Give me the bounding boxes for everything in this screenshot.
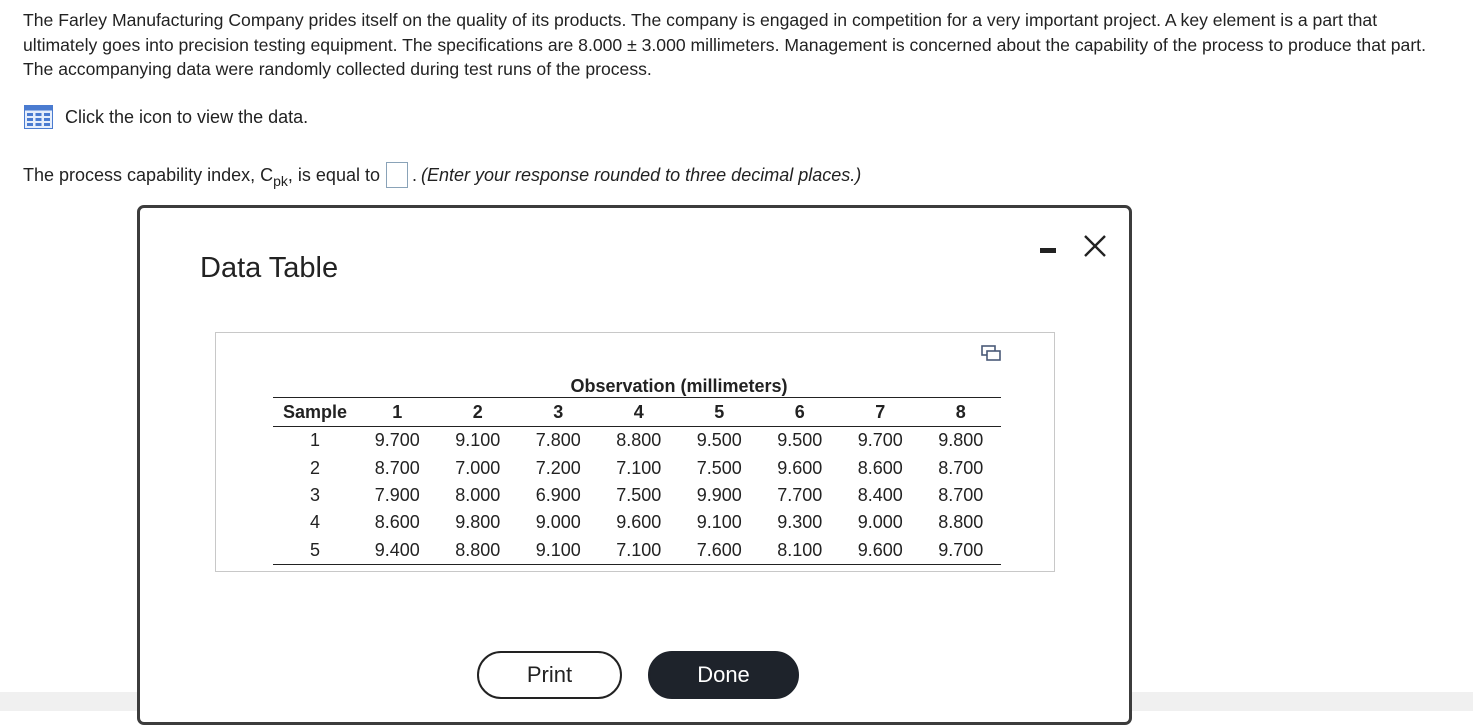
observation-cell: 9.000: [535, 512, 581, 533]
observation-cell: 9.700: [374, 430, 420, 451]
answer-prefix: The process capability index, C: [23, 164, 274, 185]
observation-cell: 9.600: [777, 457, 823, 478]
answer-suffix: , is equal to: [287, 164, 380, 185]
observation-cell: 7.100: [598, 536, 679, 565]
observation-cell: 7.900: [374, 484, 420, 505]
observation-cell: 8.800: [616, 430, 662, 451]
table-row: 5 9.400 8.800 9.100 7.100 7.600 8.100 9.600 9.70…: [273, 536, 1001, 565]
group-header-spacer: [273, 369, 357, 398]
observation-cell: 7.200: [535, 457, 581, 478]
observation-cell: 9.100: [455, 430, 501, 451]
observation-cell: 8.800: [938, 512, 984, 533]
table-grid-icon[interactable]: [24, 105, 53, 129]
column-header-observation: 8: [920, 397, 1001, 427]
column-header-observation: 5: [679, 397, 760, 427]
column-header-observation: 6: [759, 397, 840, 427]
dialog-title: Data Table: [200, 252, 339, 284]
column-header-observation: 1: [357, 397, 438, 427]
observation-cell: 9.000: [857, 512, 903, 533]
observation-cell: 8.000: [455, 484, 501, 505]
column-header-observation: 7: [840, 397, 921, 427]
sample-number-cell: 1: [309, 430, 320, 451]
column-header-observation: 4: [598, 397, 679, 427]
observation-cell: 6.900: [535, 484, 581, 505]
observation-cell: 8.700: [374, 457, 420, 478]
copy-icon[interactable]: [981, 345, 1001, 363]
observation-table-wrap: Observation (millimeters) Sample 1 2 3 4 5 6 7 8…: [273, 369, 1001, 565]
close-icon[interactable]: [1081, 232, 1109, 260]
observation-cell: 8.700: [938, 484, 984, 505]
table-body: 1 9.700 9.100 7.800 8.800 9.500 9.500 9.700 9.80…: [273, 427, 1001, 565]
observation-cell: 8.100: [759, 536, 840, 565]
sample-number-cell: 2: [309, 457, 320, 478]
sample-number-cell: 5: [273, 536, 357, 565]
observation-cell: 8.700: [938, 457, 984, 478]
observation-cell: 7.100: [616, 457, 662, 478]
observation-cell: 9.300: [777, 512, 823, 533]
observation-cell: 9.500: [777, 430, 823, 451]
column-header-observation: 2: [437, 397, 518, 427]
view-data-label[interactable]: Click the icon to view the data.: [65, 106, 309, 127]
done-button[interactable]: Done: [648, 651, 799, 699]
answer-period: .: [411, 164, 417, 185]
observation-cell: 9.700: [920, 536, 1001, 565]
column-header-row: Sample 1 2 3 4 5 6 7 8: [273, 397, 1001, 427]
answer-hint: (Enter your response rounded to three de…: [421, 164, 862, 185]
observation-cell: 7.600: [679, 536, 760, 565]
observation-cell: 9.600: [616, 512, 662, 533]
table-row: 4 8.600 9.800 9.000 9.600 9.100 9.300 9.000 8.80…: [273, 509, 1001, 536]
problem-statement: The Farley Manufacturing Company prides …: [23, 10, 1426, 79]
observation-cell: 7.500: [616, 484, 662, 505]
observation-cell: 7.800: [535, 430, 581, 451]
observation-cell: 8.600: [857, 457, 903, 478]
table-row: 2 8.700 7.000 7.200 7.100 7.500 9.600 8.600 8.70…: [273, 454, 1001, 481]
observation-cell: 9.900: [696, 484, 742, 505]
print-button[interactable]: Print: [477, 651, 622, 699]
group-header-row: Observation (millimeters): [273, 369, 1001, 398]
observation-cell: 9.400: [357, 536, 438, 565]
column-header-sample: Sample: [273, 397, 357, 427]
data-panel: Observation (millimeters) Sample 1 2 3 4 5 6 7 8…: [215, 332, 1055, 572]
answer-line: The process capability index, C pk , is …: [23, 160, 861, 190]
observation-cell: 9.800: [938, 430, 984, 451]
view-data-link[interactable]: Click the icon to view the data.: [24, 105, 308, 129]
cpk-answer-input[interactable]: [385, 162, 408, 188]
observation-cell: 7.000: [455, 457, 501, 478]
observation-cell: 9.500: [696, 430, 742, 451]
observation-cell: 9.800: [455, 512, 501, 533]
observation-cell: 7.500: [696, 457, 742, 478]
observation-cell: 7.700: [777, 484, 823, 505]
observation-cell: 9.100: [518, 536, 599, 565]
answer-subscript: pk: [273, 173, 288, 189]
table-row: 1 9.700 9.100 7.800 8.800 9.500 9.500 9.700 9.80…: [273, 427, 1001, 455]
minimize-icon[interactable]: [1037, 238, 1061, 260]
data-table-dialog: Data Table Observation (millimeters) Sam…: [137, 205, 1132, 725]
sample-number-cell: 4: [309, 512, 320, 533]
sample-number-cell: 3: [309, 484, 320, 505]
observation-cell: 8.400: [857, 484, 903, 505]
group-header: Observation (millimeters): [570, 376, 788, 396]
observation-cell: 8.600: [374, 512, 420, 533]
column-header-observation: 3: [518, 397, 599, 427]
observation-cell: 9.700: [857, 430, 903, 451]
observation-cell: 9.600: [840, 536, 921, 565]
observation-table: Observation (millimeters) Sample 1 2 3 4 5 6 7 8…: [273, 369, 1001, 565]
table-row: 3 7.900 8.000 6.900 7.500 9.900 7.700 8.400 8.70…: [273, 482, 1001, 509]
observation-cell: 9.100: [696, 512, 742, 533]
observation-cell: 8.800: [437, 536, 518, 565]
